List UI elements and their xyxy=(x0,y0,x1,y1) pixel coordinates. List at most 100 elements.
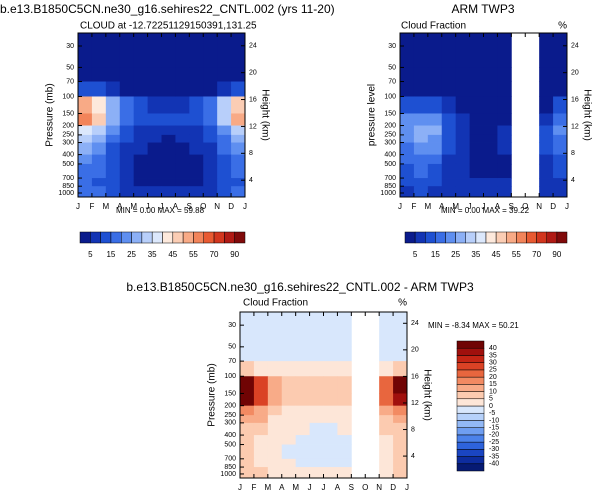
contour-cell xyxy=(553,96,568,114)
x-tick-label: A xyxy=(279,483,285,492)
contour-cell xyxy=(231,134,246,143)
colorbar-box xyxy=(414,231,426,244)
contour-cell xyxy=(497,113,512,126)
contour-cell xyxy=(253,422,269,436)
contour-cell xyxy=(553,142,568,155)
contour-cell xyxy=(189,125,204,136)
contour-cell xyxy=(189,96,204,114)
colorbar-label: 35 xyxy=(471,250,480,259)
contour-cell xyxy=(393,346,408,362)
colorbar-box xyxy=(456,347,485,356)
contour-cell xyxy=(441,178,457,187)
contour-cell xyxy=(295,435,310,445)
y-tick-label: 850 xyxy=(384,183,396,190)
colorbar-box xyxy=(90,231,101,244)
contour-cell xyxy=(553,163,568,179)
x-tick-label: J xyxy=(565,202,569,211)
contour-cell xyxy=(427,186,443,198)
contour-cell xyxy=(175,142,190,155)
contour-cell xyxy=(497,142,512,155)
x-tick-label: D xyxy=(550,202,556,211)
contour-cell xyxy=(323,346,338,362)
contour-cell xyxy=(119,154,135,165)
plot-title: ARM TWP3 xyxy=(451,2,514,16)
colorbar-label: 0 xyxy=(489,403,493,410)
contour-cell xyxy=(455,96,470,114)
contour-cell xyxy=(133,154,148,165)
x-tick-label: D xyxy=(390,483,396,492)
x-tick-label: N xyxy=(376,483,382,492)
contour-cell xyxy=(539,33,554,68)
contour-cell xyxy=(240,467,255,479)
contour-cell xyxy=(231,67,246,82)
contour-cell xyxy=(91,178,107,187)
contour-cell xyxy=(393,444,408,460)
contour-cell xyxy=(267,444,283,460)
contour-cell xyxy=(427,142,443,155)
colorbar-label: 90 xyxy=(230,250,239,259)
contour-cell xyxy=(189,113,204,126)
colorbar-box xyxy=(506,231,517,244)
contour-cell xyxy=(323,422,338,436)
contour-cell xyxy=(91,154,107,165)
contour-cell xyxy=(427,67,443,82)
contour-cell xyxy=(203,67,218,82)
contour-cell xyxy=(217,67,232,82)
contour-cell xyxy=(497,33,512,68)
colorbar-box xyxy=(456,376,485,385)
contour-cell xyxy=(337,312,352,348)
contour-cell xyxy=(413,142,429,155)
colorbar-box xyxy=(213,231,225,244)
contour-cell xyxy=(553,113,568,126)
colorbar-label: 40 xyxy=(489,345,497,352)
colorbar-label: 45 xyxy=(168,250,177,259)
contour-cell xyxy=(427,81,443,97)
y-tick-label: 70 xyxy=(228,358,236,365)
contour-cell xyxy=(323,361,338,377)
contour-cell xyxy=(441,154,457,165)
contour-cell xyxy=(469,96,484,114)
y2-tick-label: 12 xyxy=(571,123,579,130)
contour-cell xyxy=(240,361,255,377)
x-tick-label: O xyxy=(362,483,368,492)
y2-tick-label: 24 xyxy=(571,43,579,50)
contour-cell xyxy=(295,346,310,362)
contour-cell xyxy=(379,444,394,460)
colorbar-label: 35 xyxy=(489,352,497,359)
x-tick-label: D xyxy=(228,202,234,211)
contour-cell xyxy=(240,312,255,348)
contour-cell xyxy=(161,178,176,187)
y-tick-label: 400 xyxy=(224,432,236,439)
contour-cell xyxy=(189,186,204,198)
contour-cell xyxy=(337,458,352,468)
contour-cell xyxy=(119,81,135,97)
contour-cell xyxy=(413,125,429,136)
contour-cell xyxy=(105,154,121,165)
contour-cell xyxy=(217,134,232,143)
contour-cell xyxy=(337,422,352,436)
contour-cell xyxy=(105,67,121,82)
colorbar-box xyxy=(526,231,537,244)
colorbar-label: 15 xyxy=(106,250,115,259)
contour-cell xyxy=(203,113,218,126)
colorbar-label: -5 xyxy=(489,410,495,417)
contour-cell xyxy=(400,113,415,126)
contour-cell xyxy=(133,163,148,179)
x-tick-label: O xyxy=(200,202,206,211)
contour-cell xyxy=(309,376,324,394)
contour-cell xyxy=(161,81,176,97)
contour-cell xyxy=(133,113,148,126)
contour-cell xyxy=(267,312,283,348)
contour-cell xyxy=(323,458,338,468)
contour-cell xyxy=(267,435,283,445)
contour-cell xyxy=(231,178,246,187)
contour-cell xyxy=(539,96,554,114)
contour-cell xyxy=(497,67,512,82)
contour-cell xyxy=(91,186,107,198)
contour-cell xyxy=(147,113,162,126)
contour-cell xyxy=(379,422,394,436)
contour-cell xyxy=(337,435,352,445)
contour-cell xyxy=(91,142,107,155)
x-tick-label: J xyxy=(398,202,402,211)
